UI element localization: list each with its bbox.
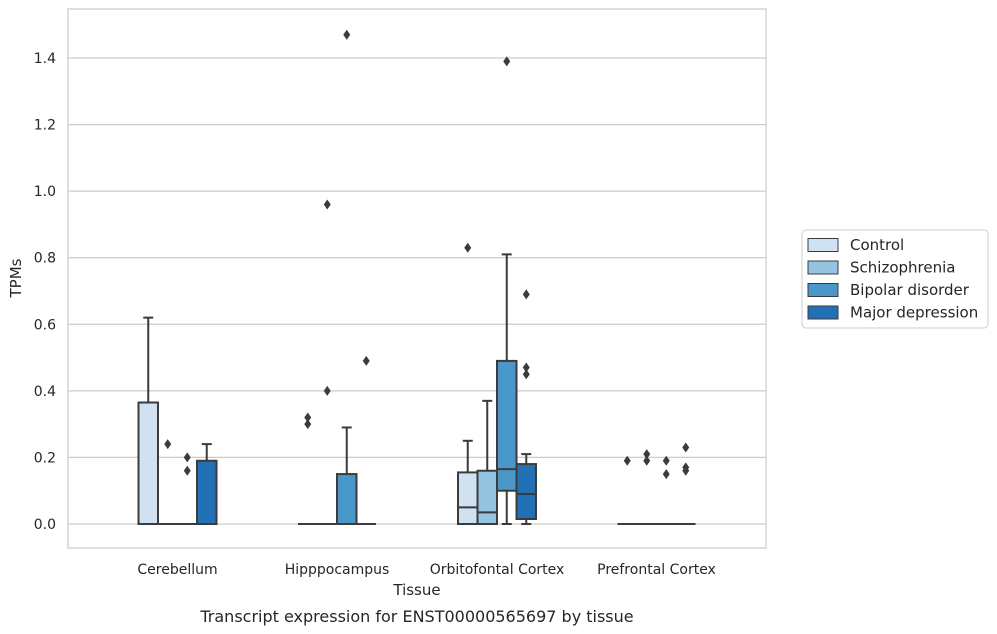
box-control: [298, 412, 318, 525]
box-bipolar-disorder: [336, 29, 358, 526]
outlier-point: [304, 419, 312, 430]
plot-frame: [67, 8, 767, 549]
chart-caption: Transcript expression for ENST0000056569…: [199, 607, 633, 626]
y-tick-label: 1.2: [34, 118, 56, 134]
x-tick-label: Orbitofontal Cortex: [430, 562, 565, 578]
outlier-point: [662, 469, 670, 480]
legend-swatch: [807, 260, 839, 275]
legend-swatch: [807, 238, 839, 252]
box-bipolar-disorder: [177, 452, 197, 525]
outlier-point: [362, 355, 370, 366]
outlier-point: [304, 412, 312, 423]
box-control: [617, 455, 637, 525]
outlier-point: [643, 449, 651, 460]
y-tick-label: 1.0: [34, 184, 56, 200]
legend-label: Bipolar disorder: [850, 281, 970, 299]
box-body: [336, 473, 358, 526]
outlier-point: [522, 369, 530, 380]
outlier-point: [323, 199, 331, 210]
outlier-point: [503, 56, 511, 67]
box-body: [496, 359, 518, 492]
outlier-point: [164, 439, 172, 450]
box-bipolar-disorder: [656, 455, 676, 525]
outlier-point: [643, 455, 651, 466]
box-major-depression: [196, 443, 218, 525]
legend-label: Schizophrenia: [850, 259, 955, 277]
x-tick-label: Cerebellum: [137, 562, 217, 578]
box-body: [515, 463, 537, 521]
legend-swatch: [807, 305, 839, 320]
legend-label: Major depression: [850, 304, 978, 322]
outlier-point: [682, 462, 690, 473]
box-major-depression: [515, 289, 537, 525]
x-tick-label: Hipppocampus: [285, 562, 390, 578]
y-axis-ticks: 0.0 0.2 0.4 0.6 0.8 1.0 1.2 1.4: [34, 51, 56, 533]
x-axis-ticks: Cerebellum Hipppocampus Orbitofontal Corte…: [137, 562, 715, 578]
outlier-point: [662, 455, 670, 466]
box-major-depression: [356, 355, 376, 525]
box-schizophrenia: [317, 199, 337, 525]
box-schizophrenia: [637, 449, 657, 525]
outlier-point: [183, 452, 191, 463]
outlier-point: [183, 465, 191, 476]
legend-label: Control: [850, 236, 904, 254]
box-body: [196, 459, 218, 525]
y-tick-label: 0.8: [34, 251, 56, 267]
legend: Control Schizophrenia Bipolar disorder Majo…: [801, 229, 989, 329]
legend-frame: [801, 229, 989, 329]
outlier-point: [623, 455, 631, 466]
box-bipolar-disorder: [496, 56, 518, 525]
box-control: [137, 316, 159, 525]
box-body: [137, 401, 159, 525]
box-schizophrenia: [476, 399, 498, 525]
y-tick-label: 1.4: [34, 51, 56, 67]
outlier-point: [522, 289, 530, 300]
outlier-point: [323, 385, 331, 396]
outlier-point: [682, 442, 690, 453]
box-major-depression: [676, 442, 696, 525]
outlier-point: [522, 362, 530, 373]
y-tick-label: 0.4: [34, 384, 56, 400]
plot-boxes: [137, 29, 696, 526]
box-control: [457, 242, 479, 525]
outlier-point: [464, 242, 472, 253]
box-body: [476, 469, 498, 525]
y-axis-label: TPMs: [7, 258, 25, 298]
outlier-point: [343, 29, 351, 40]
y-tick-label: 0.2: [34, 450, 56, 466]
x-tick-label: Prefrontal Cortex: [597, 562, 716, 578]
x-axis-label: Tissue: [392, 581, 440, 599]
grid-lines: [68, 57, 766, 525]
legend-swatch: [807, 283, 839, 297]
y-tick-label: 0.0: [34, 517, 56, 533]
box-schizophrenia: [158, 439, 178, 525]
box-body: [457, 471, 479, 525]
y-tick-label: 0.6: [34, 317, 56, 333]
